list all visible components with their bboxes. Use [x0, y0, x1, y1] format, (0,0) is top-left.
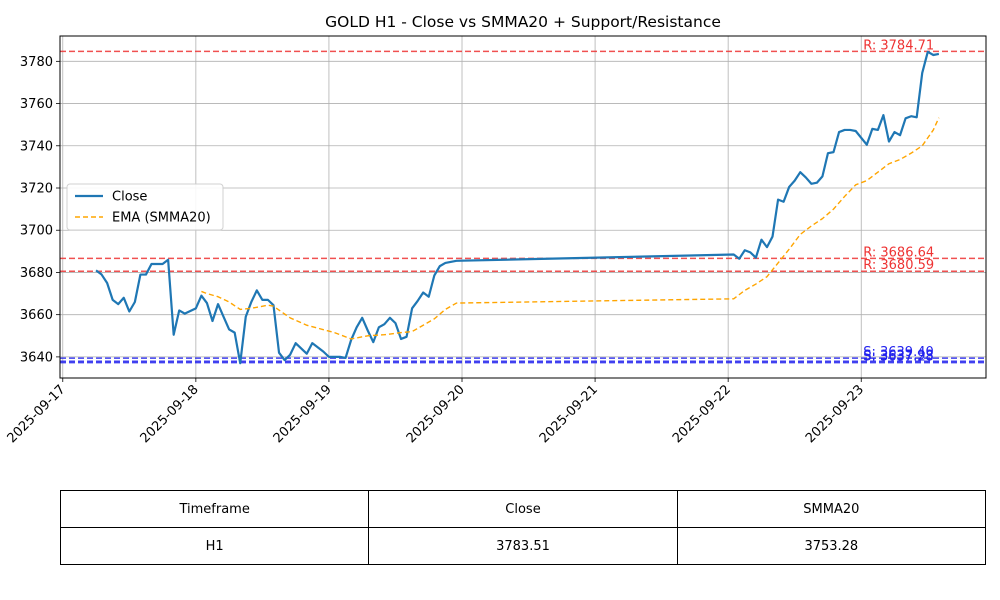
- x-tick-label: 2025-09-22: [670, 382, 734, 446]
- y-tick-label: 3720: [20, 182, 53, 197]
- legend: Close EMA (SMMA20): [66, 183, 224, 231]
- y-tick-label: 3760: [20, 97, 53, 112]
- summary-table: Timeframe Close SMMA20 H1 3783.51 3753.2…: [59, 490, 987, 565]
- y-tick-label: 3680: [20, 266, 53, 281]
- level-label-support: S: 3637.28: [863, 350, 934, 365]
- level-label-support: S: 3639.40: [863, 345, 934, 360]
- level-label-resistance: R: 3686.64: [863, 245, 934, 260]
- table-cell-timeframe: H1: [59, 527, 370, 565]
- level-labels: R: 3784.71 R: 3686.64R: 3680.59 S: 3639.40…: [863, 38, 934, 364]
- legend-label: Close: [112, 190, 147, 205]
- table-header-cell: Timeframe: [59, 490, 370, 528]
- table-header-cell: SMMA20: [676, 490, 987, 528]
- smma20-series-line: [201, 117, 940, 340]
- table-cell-smma20: 3753.28: [676, 527, 987, 565]
- plot-frame: [59, 35, 987, 379]
- y-tick-label: 3740: [20, 139, 53, 154]
- table-row: H1 3783.51 3753.28: [59, 527, 987, 565]
- table-header-row: Timeframe Close SMMA20: [59, 490, 987, 528]
- x-tick-label: 2025-09-18: [138, 382, 202, 446]
- level-label-resistance: R: 3680.59: [863, 258, 934, 273]
- close-series-line: [95, 50, 940, 365]
- legend-box: [66, 183, 224, 231]
- series-lines: [95, 50, 940, 365]
- level-label-support: S: 3637.93: [863, 348, 934, 363]
- table-header-cell: Close: [368, 490, 678, 528]
- x-tick-label: 2025-09-20: [404, 382, 468, 446]
- y-tick-label: 3700: [20, 224, 53, 239]
- x-tick-label: 2025-09-19: [271, 382, 335, 446]
- chart: GOLD H1 - Close vs SMMA20 + Support/Resi…: [5, 13, 987, 446]
- legend-label: EMA (SMMA20): [112, 211, 211, 226]
- x-tick-label: 2025-09-21: [537, 382, 601, 446]
- x-tick-label: 2025-09-23: [803, 382, 867, 446]
- chart-title: GOLD H1 - Close vs SMMA20 + Support/Resi…: [325, 13, 721, 31]
- y-tick-label: 3660: [20, 308, 53, 323]
- table-cell-close: 3783.51: [368, 527, 678, 565]
- y-tick-label: 3780: [20, 55, 53, 70]
- axes: 2025-09-17 2025-09-18 2025-09-19 2025-09-20…: [5, 55, 868, 446]
- level-label-resistance: R: 3784.71: [863, 38, 934, 53]
- y-tick-label: 3640: [20, 350, 53, 365]
- x-tick-label: 2025-09-17: [5, 382, 69, 446]
